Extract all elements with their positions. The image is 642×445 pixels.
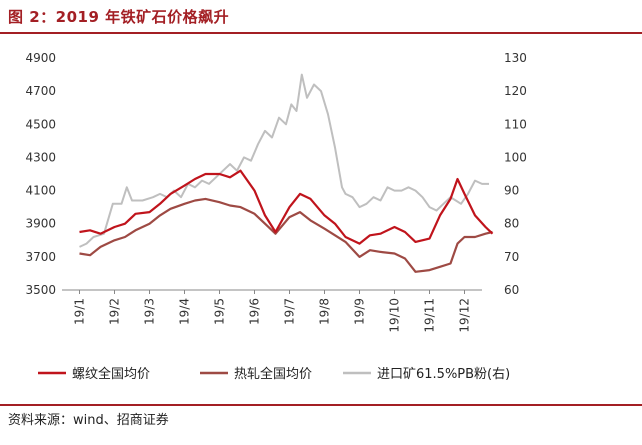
y-left-tick-label: 3900 xyxy=(25,217,56,231)
y-left-tick-label: 4500 xyxy=(25,117,56,131)
x-tick-label: 19/10 xyxy=(388,298,402,333)
x-tick-label: 19/11 xyxy=(423,298,437,333)
x-tick-label: 19/4 xyxy=(178,298,192,325)
figure-title: 图 2：2019 年铁矿石价格飙升 xyxy=(8,8,230,26)
y-left-tick-label: 4100 xyxy=(25,184,56,198)
x-tick-label: 19/3 xyxy=(143,298,157,325)
x-tick-label: 19/2 xyxy=(108,298,122,325)
source-rule xyxy=(0,404,642,406)
y-right-tick-label: 110 xyxy=(504,117,527,131)
series-line-1 xyxy=(79,197,493,273)
x-tick-label: 19/8 xyxy=(318,298,332,325)
line-chart: 3500 3700 3900 4100 4300 4500 4700 4900 60 70 80 90… xyxy=(25,51,526,382)
y-left-tick-label: 3500 xyxy=(25,283,56,297)
chart-legend: 螺纹全国均价 热轧全国均价 进口矿61.5%PB粉(右) xyxy=(38,366,510,382)
x-tick-label: 19/6 xyxy=(248,298,262,325)
title-rule xyxy=(0,32,642,34)
legend-label-1: 热轧全国均价 xyxy=(234,366,312,382)
y-right-tick-label: 80 xyxy=(504,217,519,231)
x-tick-label: 19/1 xyxy=(73,298,87,325)
y-right-tick-label: 130 xyxy=(504,51,527,65)
y-right-tick-label: 60 xyxy=(504,283,519,297)
x-tick-label: 19/12 xyxy=(458,298,472,333)
source-note: 资料来源：wind、招商证券 xyxy=(8,413,169,428)
chart-axes: 3500 3700 3900 4100 4300 4500 4700 4900 60 70 80 90… xyxy=(25,51,526,333)
y-right-tick-label: 90 xyxy=(504,184,519,198)
x-tick-label: 19/5 xyxy=(213,298,227,325)
x-tick-label: 19/7 xyxy=(283,298,297,325)
chart-series xyxy=(79,73,494,273)
y-right-tick-label: 120 xyxy=(504,84,527,98)
legend-label-0: 螺纹全国均价 xyxy=(72,366,150,382)
y-left-tick-label: 4300 xyxy=(25,150,56,164)
series-line-2 xyxy=(79,73,489,248)
y-left-tick-label: 3700 xyxy=(25,250,56,264)
legend-label-2: 进口矿61.5%PB粉(右) xyxy=(377,367,510,382)
y-right-tick-label: 70 xyxy=(504,250,519,264)
x-tick-label: 19/9 xyxy=(353,298,367,325)
y-left-tick-label: 4900 xyxy=(25,51,56,65)
series-line-0 xyxy=(79,169,494,245)
y-left-tick-label: 4700 xyxy=(25,84,56,98)
y-right-tick-label: 100 xyxy=(504,150,527,164)
